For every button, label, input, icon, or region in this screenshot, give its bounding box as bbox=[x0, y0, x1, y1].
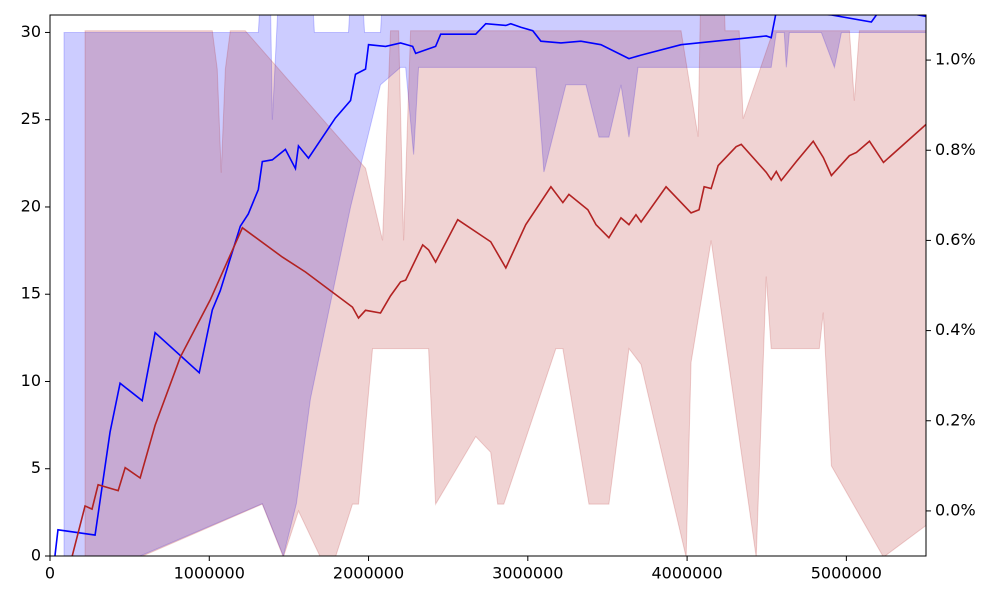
y-tick-label: 30 bbox=[21, 22, 41, 41]
plot-area bbox=[54, 15, 926, 556]
y2-tick-label: 0.8% bbox=[935, 140, 976, 159]
confidence-band bbox=[84, 15, 926, 556]
x-tick-label: 0 bbox=[45, 564, 55, 583]
x-tick-label: 2000000 bbox=[333, 564, 404, 583]
confidence-band bbox=[63, 15, 926, 556]
y2-tick-label: 0.4% bbox=[935, 320, 976, 339]
axes-frame bbox=[49, 14, 927, 557]
series-line bbox=[54, 15, 926, 556]
y-tick-label: 15 bbox=[21, 284, 41, 303]
y-tick-label: 0 bbox=[31, 546, 41, 565]
x-tick-label: 3000000 bbox=[492, 564, 563, 583]
y2-tick-label: 0.2% bbox=[935, 410, 976, 429]
y2-tick-label: 0.6% bbox=[935, 230, 976, 249]
y-tick-label: 25 bbox=[21, 109, 41, 128]
series-line bbox=[71, 123, 926, 556]
x-tick-label: 5000000 bbox=[811, 564, 882, 583]
y2-tick-label: 0.0% bbox=[935, 500, 976, 519]
y2-tick-label: 1.0% bbox=[935, 50, 976, 69]
x-tick-label: 4000000 bbox=[651, 564, 722, 583]
y-tick-label: 20 bbox=[21, 196, 41, 215]
y-tick-label: 10 bbox=[21, 371, 41, 390]
x-tick-label: 1000000 bbox=[174, 564, 245, 583]
y-tick-label: 5 bbox=[31, 458, 41, 477]
